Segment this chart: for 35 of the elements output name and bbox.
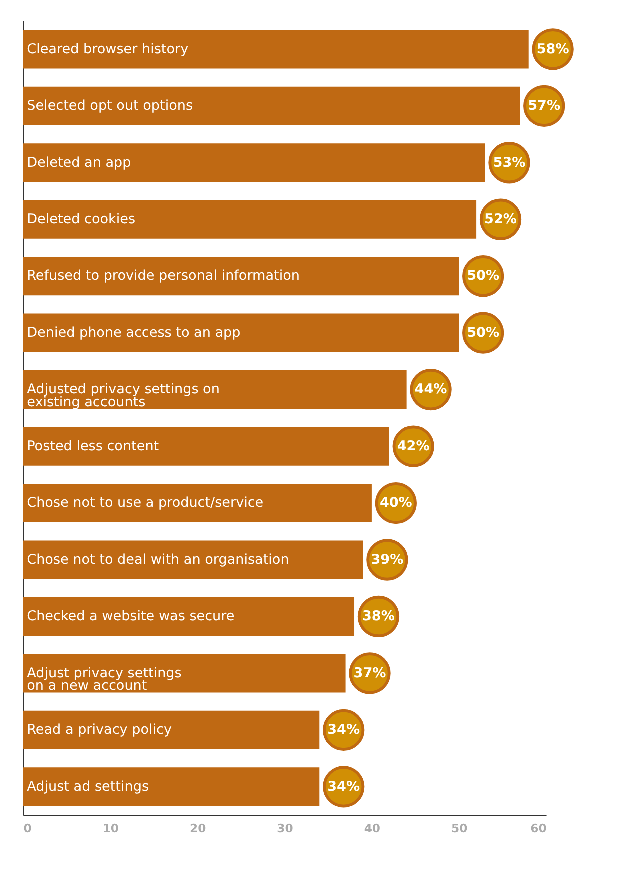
x-tick-label: 50 xyxy=(452,821,468,836)
data-label: 58% xyxy=(536,41,570,58)
y-tick-label: Denied phone access to an app xyxy=(27,324,241,341)
y-tick-label: Refused to provide personal information xyxy=(27,268,300,284)
y-tick-label: Read a privacy policy xyxy=(27,722,172,738)
y-tick-label: Deleted cookies xyxy=(27,211,136,228)
data-label: 57% xyxy=(528,98,561,114)
x-tick-label: 0 xyxy=(24,821,32,836)
data-label: 37% xyxy=(354,665,387,682)
y-tick-label: Checked a website was secure xyxy=(27,608,235,625)
data-label: 40% xyxy=(380,495,413,512)
data-label: 34% xyxy=(328,778,360,795)
data-label: 34% xyxy=(328,722,360,738)
data-label: 52% xyxy=(484,211,518,228)
data-label: 39% xyxy=(371,552,404,568)
x-tick-label: 10 xyxy=(102,821,119,836)
x-tick-label: 40 xyxy=(364,821,381,836)
x-tick-label: 30 xyxy=(277,821,294,836)
data-label: 50% xyxy=(467,268,500,284)
data-label: 53% xyxy=(493,154,526,171)
data-label: 42% xyxy=(397,438,430,454)
data-label: 38% xyxy=(362,608,396,625)
y-tick-label: Posted less content xyxy=(27,438,160,454)
y-tick-label: Selected opt out options xyxy=(27,98,194,114)
x-tick-label: 20 xyxy=(190,821,206,836)
y-tick-label: Cleared browser history xyxy=(27,41,189,58)
x-tick-label: 60 xyxy=(530,821,547,836)
data-label: 44% xyxy=(414,382,448,398)
y-tick-label: Chose not to deal with an organisation xyxy=(27,552,290,568)
y-tick-label: Deleted an app xyxy=(27,154,132,171)
y-tick-label: Adjust ad settings xyxy=(27,778,150,795)
y-tick-label: Chose not to use a product/service xyxy=(27,495,264,512)
y-tick-label: Adjusted privacy settings on existing accounts xyxy=(27,382,220,410)
data-label: 50% xyxy=(467,324,500,341)
y-tick-label: Adjust privacy settings on a new account xyxy=(27,665,182,694)
